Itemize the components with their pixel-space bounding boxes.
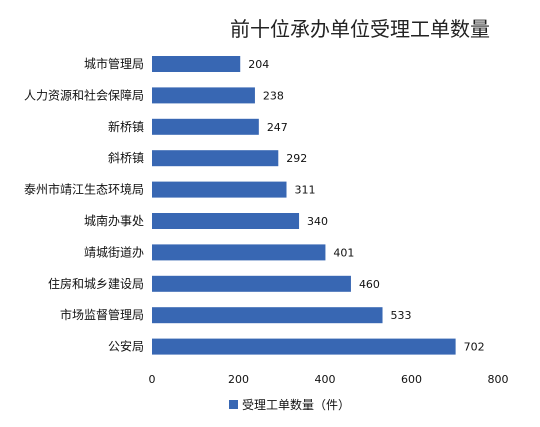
category-label: 斜桥镇: [108, 151, 144, 165]
value-label: 247: [267, 121, 288, 134]
value-label: 460: [359, 278, 380, 291]
x-tick-label: 0: [149, 373, 156, 386]
bars-group: [152, 56, 456, 355]
value-label: 401: [333, 246, 354, 259]
category-label: 住房和城乡建设局: [48, 276, 144, 291]
category-label: 公安局: [108, 339, 144, 354]
category-label: 泰州市靖江生态环境局: [24, 182, 144, 197]
category-label: 城市管理局: [84, 56, 144, 71]
x-tick-label: 200: [228, 373, 249, 386]
bar: [152, 307, 383, 324]
value-label: 311: [295, 184, 316, 197]
legend: 受理工单数量（件）: [229, 397, 350, 412]
bar: [152, 118, 259, 135]
bar: [152, 213, 300, 229]
value-label: 533: [391, 309, 412, 322]
category-label: 靖城街道办: [84, 244, 144, 259]
category-labels: 城市管理局人力资源和社会保障局新桥镇斜桥镇泰州市靖江生态环境局城南办事处靖城街道…: [24, 56, 144, 354]
legend-label: 受理工单数量（件）: [242, 397, 350, 412]
chart-title: 前十位承办单位受理工单数量: [230, 17, 490, 41]
legend-swatch: [229, 400, 238, 409]
value-labels: 204 238 247 292 311 340 401 460 533 702: [248, 58, 484, 354]
bar: [152, 244, 326, 261]
bar: [152, 275, 351, 292]
x-tick-label: 800: [488, 373, 509, 386]
value-label: 204: [248, 58, 269, 71]
x-tick-label: 600: [401, 373, 422, 386]
category-label: 新桥镇: [108, 119, 144, 134]
x-axis-ticks: 0 200 400 600 800: [149, 373, 509, 386]
category-label: 市场监督管理局: [60, 307, 144, 322]
bar: [152, 56, 241, 72]
category-label: 城南办事处: [84, 213, 144, 228]
value-label: 238: [263, 89, 284, 102]
bar: [152, 181, 287, 198]
category-label: 人力资源和社会保障局: [24, 87, 144, 102]
value-label: 702: [464, 341, 485, 354]
x-tick-label: 400: [315, 373, 336, 386]
value-label: 292: [286, 152, 307, 165]
value-label: 340: [307, 215, 328, 228]
bar: [152, 87, 255, 104]
bar: [152, 150, 279, 167]
bar: [152, 338, 456, 355]
